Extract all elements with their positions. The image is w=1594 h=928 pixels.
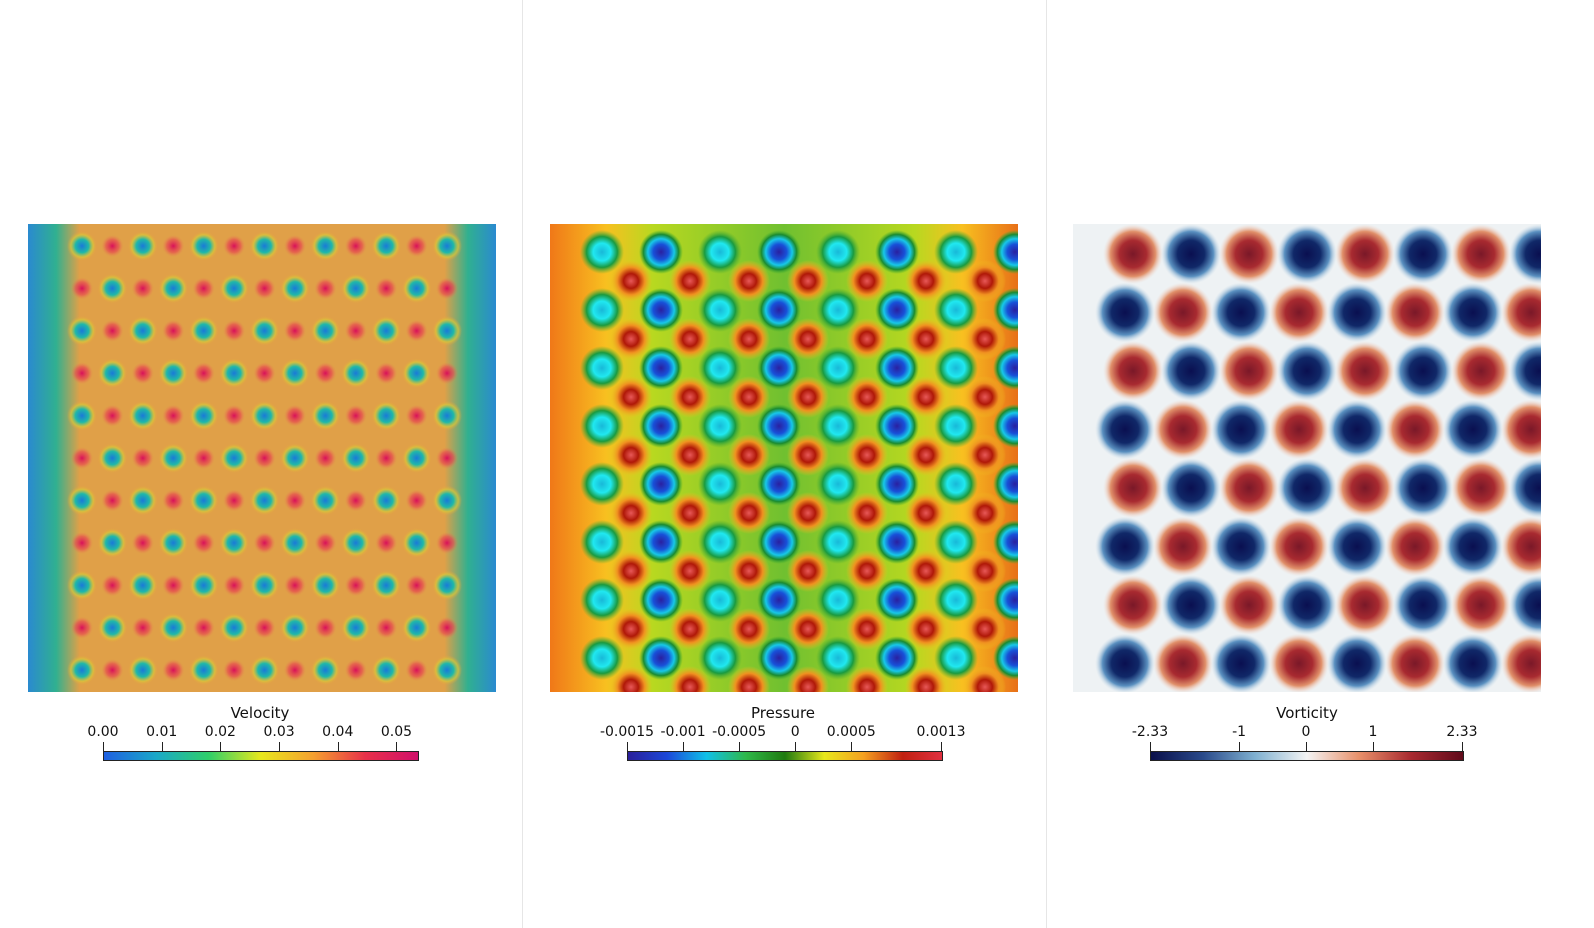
- vorticity-colorbar: [1150, 751, 1464, 761]
- vorticity-tick-label: -2.33: [1131, 724, 1169, 740]
- vorticity-tick-mark: [1372, 742, 1374, 751]
- panel-divider-2: [1046, 0, 1047, 928]
- panel-divider-1: [522, 0, 523, 928]
- velocity-tick-label: 0.02: [204, 724, 236, 740]
- vorticity-tick-mark: [1239, 742, 1241, 751]
- velocity-tick-label: 0.05: [380, 724, 413, 740]
- vorticity-tick-mark: [1150, 742, 1151, 751]
- pressure-tick-mark: [739, 742, 741, 751]
- pressure-tick-label: -0.001: [660, 724, 706, 740]
- velocity-tick-mark: [161, 742, 163, 751]
- velocity-tick-mark: [279, 742, 281, 751]
- vorticity-tick-mark: [1306, 742, 1307, 751]
- pressure-tick-mark: [627, 742, 628, 751]
- pressure-colorbar: [627, 751, 943, 761]
- vorticity-legend-title: Vorticity: [1276, 704, 1338, 722]
- velocity-panel: Velocity 0.00 0.01 0.02 0.03 0.04 0.05: [0, 0, 522, 928]
- velocity-tick-mark: [396, 742, 398, 751]
- velocity-legend-title: Velocity: [230, 704, 290, 722]
- pressure-legend-title: Pressure: [750, 704, 816, 722]
- vorticity-panel: Vorticity -2.33 -1 0 1 2.33: [1047, 0, 1594, 928]
- velocity-tick-mark: [220, 742, 222, 751]
- vorticity-tick-mark: [1462, 742, 1463, 751]
- velocity-tick-label: 0.03: [263, 724, 295, 740]
- velocity-tick-label: 0.01: [146, 724, 178, 740]
- velocity-field-image: [28, 224, 496, 692]
- pressure-tick-mark: [683, 742, 685, 751]
- velocity-tick-mark: [103, 742, 104, 751]
- velocity-legend: Velocity 0.00 0.01 0.02 0.03 0.04 0.05: [87, 704, 420, 774]
- pressure-tick-mark: [795, 742, 797, 751]
- pressure-tick-mark: [941, 742, 942, 751]
- vorticity-tick-label: 2.33: [1446, 724, 1478, 740]
- vorticity-tick-label: 1: [1368, 724, 1378, 740]
- velocity-colorbar: [103, 751, 419, 761]
- pressure-tick-label: -0.0015: [599, 724, 655, 740]
- velocity-tick-label: 0.00: [87, 724, 119, 740]
- pressure-tick-label: 0.0005: [826, 724, 876, 740]
- pressure-tick-mark: [851, 742, 853, 751]
- vorticity-legend: Vorticity -2.33 -1 0 1 2.33: [1132, 704, 1478, 774]
- vorticity-tick-label: 0: [1301, 724, 1311, 740]
- pressure-tick-label: -0.0005: [712, 724, 767, 740]
- velocity-tick-mark: [337, 742, 339, 751]
- pressure-panel: Pressure -0.0015 -0.001 -0.0005 0 0.0005 0.00…: [523, 0, 1046, 928]
- pressure-legend: Pressure -0.0015 -0.001 -0.0005 0 0.0005 0.00…: [599, 704, 966, 774]
- pressure-tick-label: 0.0013: [916, 724, 966, 740]
- vorticity-tick-label: -1: [1232, 724, 1247, 740]
- pressure-field-image: [550, 224, 1018, 692]
- pressure-tick-label: 0: [790, 724, 800, 740]
- vorticity-field-image: [1073, 224, 1541, 692]
- velocity-tick-label: 0.04: [322, 724, 354, 740]
